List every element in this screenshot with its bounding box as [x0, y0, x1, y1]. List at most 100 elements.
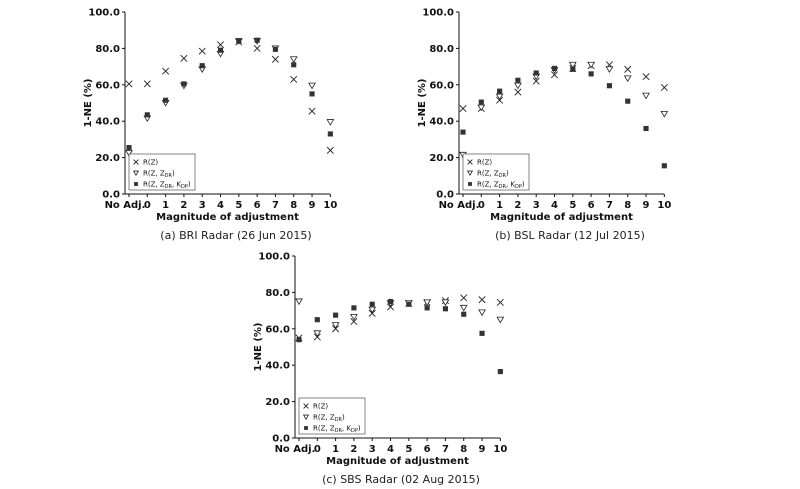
point-r-z-zdr-kdp: [461, 311, 467, 317]
point-r-z: [350, 318, 358, 326]
point-r-z-zdr: [477, 104, 486, 112]
x-tick-label: 4: [387, 444, 394, 455]
legend-label: R(Z, ZDR): [313, 414, 345, 424]
legend-entry: R(Z): [303, 403, 328, 411]
legend-marker: [467, 159, 473, 165]
legend-label: R(Z, ZDR, KDP): [143, 181, 191, 191]
y-axis-title: 1-NE (%): [253, 323, 264, 372]
x-tick-label: 9: [479, 444, 486, 455]
point-r-z-zdr-kdp: [333, 312, 339, 318]
point-r-z-zdr: [495, 93, 504, 101]
x-tick-label: No Adj.: [105, 200, 146, 211]
point-r-z: [642, 73, 650, 81]
point-r-z-zdr-kdp: [643, 125, 649, 132]
point-r-z-zdr: [642, 92, 650, 100]
series-r-z-zdr-kdp: [296, 298, 503, 375]
y-tick-label: 40.0: [265, 361, 290, 372]
legend-box: [462, 153, 530, 191]
point-r-z-zdr-kdp: [296, 337, 302, 343]
chart-caption-bri: (a) BRI Radar (26 Jun 2015): [160, 229, 312, 242]
x-tick-label: 5: [569, 200, 576, 211]
point-r-z-zdr-kdp: [515, 77, 521, 83]
x-axis-title: Magnitude of adjustment: [326, 456, 469, 467]
x-tick-label: 4: [217, 200, 224, 211]
legend-entry: R(Z, ZDR, KDP): [134, 181, 191, 191]
point-r-z: [624, 65, 632, 73]
point-r-z-zdr: [441, 299, 450, 307]
series-r-z: [125, 38, 334, 154]
legend-entry: R(Z, ZDR): [132, 170, 175, 179]
x-tick-label: 7: [272, 200, 279, 211]
x-axis-title: Magnitude of adjustment: [490, 212, 633, 223]
x-tick-label: No Adj.: [275, 444, 316, 455]
point-r-z-zdr: [459, 304, 468, 312]
point-r-z: [198, 47, 206, 55]
x-tick-label: 5: [235, 200, 242, 211]
x-tick-label: 4: [551, 200, 558, 211]
chart-panel-sbs: 0.0 20.0 40.0 60.0 80.0 100.0 No Adj. 0 1 2 3 4 5 6 7 8…: [250, 246, 510, 486]
series-r-z-zdr: [295, 298, 505, 338]
x-tick-label: No Adj.: [439, 200, 480, 211]
point-r-z-zdr: [313, 330, 322, 338]
y-axis-title: 1-NE (%): [83, 79, 94, 128]
point-r-z-zdr: [660, 110, 669, 118]
legend-marker: [468, 182, 472, 186]
point-r-z-zdr-kdp: [327, 131, 333, 137]
legend-box: [298, 397, 366, 435]
point-r-z: [308, 107, 316, 115]
point-r-z-zdr-kdp: [478, 99, 484, 105]
x-tick-label: 1: [496, 200, 503, 211]
point-r-z-zdr: [568, 61, 577, 69]
legend-marker: [134, 182, 138, 186]
legend-entry: R(Z, ZDR, KDP): [304, 425, 361, 434]
point-r-z-zdr: [350, 314, 358, 321]
series-r-z: [295, 294, 504, 342]
x-tick-label: 10: [493, 444, 507, 455]
legend-marker: [466, 170, 474, 176]
legend-label: R(Z): [313, 403, 328, 411]
point-r-z: [125, 80, 133, 88]
chart-panel-bri: 0.0 20.0 40.0 60.0 80.0 100.0 No Adj. 0 1 2 3 4 5 6 7 8…: [80, 2, 340, 242]
point-r-z-zdr-kdp: [551, 65, 558, 71]
x-tick-label: 2: [514, 200, 521, 211]
legend-marker: [302, 414, 310, 420]
x-tick-label: 0: [144, 200, 151, 211]
y-tick-label: 20.0: [95, 153, 120, 164]
y-tick-label: 60.0: [95, 80, 120, 91]
point-r-z-zdr-kdp: [387, 298, 394, 305]
point-r-z-zdr-kdp: [570, 66, 576, 72]
point-r-z: [459, 104, 467, 112]
x-tick-label: 10: [657, 200, 671, 211]
legend-entry: R(Z): [467, 159, 492, 167]
series-r-z-zdr: [459, 61, 669, 159]
point-r-z: [660, 84, 668, 92]
x-tick-label: 9: [643, 200, 650, 211]
x-tick-label: 9: [309, 200, 316, 211]
point-r-z-zdr: [514, 82, 522, 90]
x-tick-label: 2: [350, 444, 357, 455]
point-r-z-zdr-kdp: [199, 63, 205, 69]
point-r-z-zdr: [368, 306, 377, 314]
legend-box: [128, 153, 196, 191]
x-tick-label: 1: [162, 200, 169, 211]
point-r-z-zdr: [289, 56, 298, 63]
x-tick-label: 0: [314, 444, 321, 455]
x-tick-label: 8: [290, 200, 297, 211]
y-tick-label: 40.0: [429, 117, 454, 128]
point-r-z-zdr: [623, 75, 632, 83]
x-tick-label: 6: [588, 200, 595, 211]
point-r-z-zdr-kdp: [588, 71, 594, 77]
point-r-z: [514, 88, 522, 96]
legend-entry: R(Z, ZDR): [466, 170, 509, 179]
y-tick-label: 100.0: [258, 252, 290, 263]
y-tick-label: 40.0: [95, 117, 120, 128]
x-tick-label: 6: [424, 444, 431, 455]
point-r-z-zdr-kdp: [254, 37, 260, 43]
point-r-z-zdr-kdp: [236, 38, 242, 44]
point-r-z-zdr-kdp: [424, 305, 430, 311]
x-tick-label: 3: [369, 444, 376, 455]
x-tick-label: 2: [180, 200, 187, 211]
chart-svg-bri: 0.0 20.0 40.0 60.0 80.0 100.0 No Adj.0 1 2 3 4 5 6 7 8…: [83, 8, 337, 224]
x-tick-label: 8: [624, 200, 631, 211]
point-r-z-zdr-kdp: [479, 330, 485, 336]
